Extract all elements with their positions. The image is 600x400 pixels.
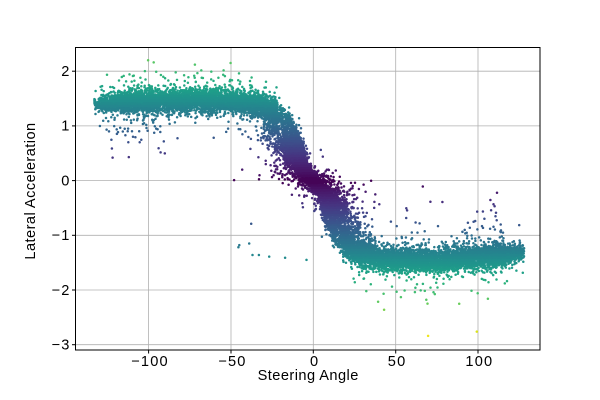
svg-text:−50: −50	[218, 354, 246, 370]
svg-text:1: 1	[61, 119, 70, 135]
svg-text:−3: −3	[52, 338, 71, 354]
svg-text:0: 0	[61, 173, 70, 189]
svg-text:Steering Angle: Steering Angle	[258, 368, 359, 384]
svg-text:Lateral Acceleration: Lateral Acceleration	[23, 122, 39, 259]
svg-text:100: 100	[465, 354, 493, 370]
svg-text:−1: −1	[52, 228, 71, 244]
svg-text:2: 2	[61, 64, 70, 80]
svg-text:50: 50	[388, 354, 407, 370]
svg-text:−100: −100	[131, 354, 169, 370]
svg-text:−2: −2	[52, 283, 71, 299]
svg-text:0: 0	[310, 354, 319, 370]
